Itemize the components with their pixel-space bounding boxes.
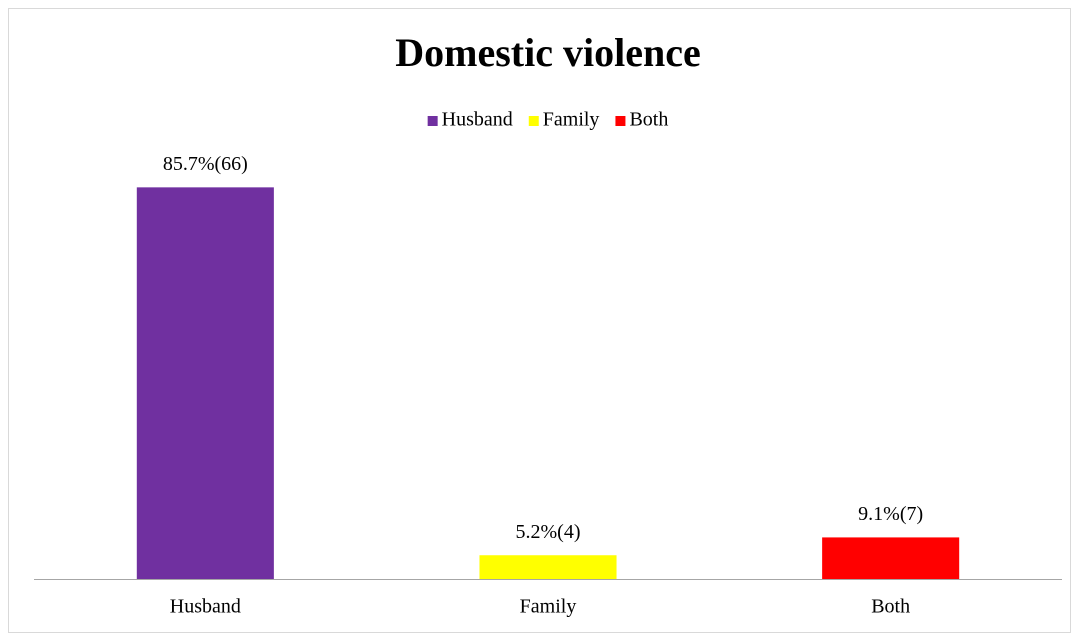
value-label: 85.7%(66): [163, 153, 248, 175]
legend-label: Husband: [442, 109, 513, 131]
legend-swatch: [615, 116, 626, 126]
value-label: 9.1%(7): [858, 503, 923, 525]
legend-label: Both: [629, 109, 668, 131]
legend-swatch: [528, 116, 539, 126]
x-tick-label: Both: [871, 596, 910, 618]
bar: [136, 187, 274, 579]
bar: [822, 537, 960, 579]
value-label: 5.2%(4): [516, 521, 581, 543]
legend-swatch: [427, 116, 438, 126]
x-tick-label: Husband: [170, 596, 241, 618]
chart-title: Domestic violence: [395, 30, 700, 75]
legend-label: Family: [543, 109, 600, 131]
bar: [479, 555, 617, 579]
x-tick-label: Family: [520, 596, 577, 618]
